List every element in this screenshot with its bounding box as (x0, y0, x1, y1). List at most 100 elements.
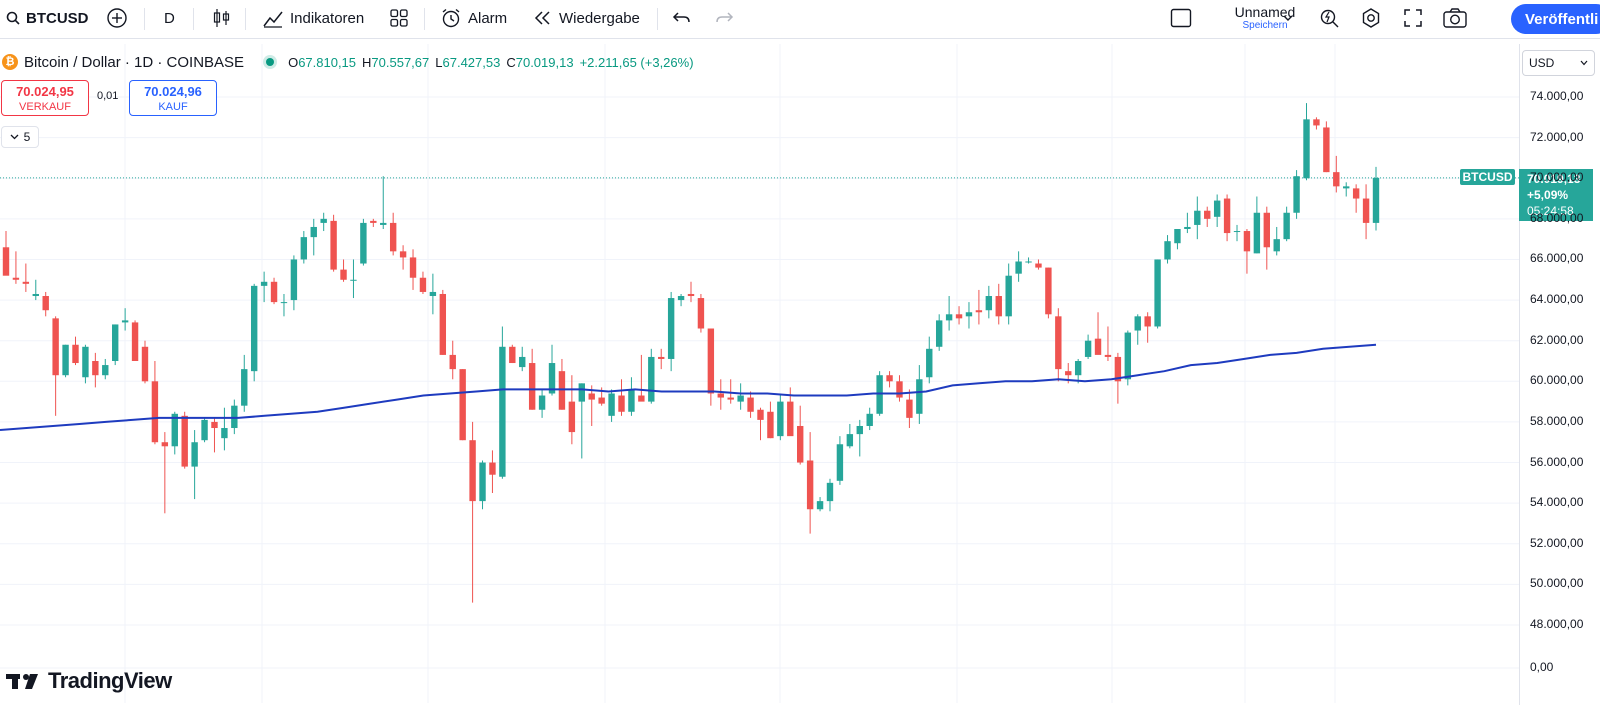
candle-body (92, 361, 99, 376)
indicators-collapse-button[interactable]: 5 (1, 126, 39, 148)
candle-body (489, 462, 496, 475)
alert-button[interactable]: Alarm (440, 0, 507, 36)
candle-body (1343, 186, 1350, 189)
candle-body (102, 365, 109, 376)
ohlc-item: H70.557,67 (362, 55, 429, 70)
spread-value: 0,01 (97, 90, 119, 102)
currency-select[interactable]: USD (1522, 50, 1595, 76)
candle-body (687, 293, 695, 297)
candle-body (270, 281, 278, 303)
sell-label: VERKAUF (19, 101, 71, 113)
buy-button[interactable]: 70.024,96 KAUF (129, 80, 217, 116)
candle-body (439, 293, 447, 355)
candle-body (62, 344, 69, 376)
candle-body (886, 375, 893, 382)
candle-body (1283, 212, 1290, 240)
price-axis-label: 70.000,00 (1530, 170, 1584, 185)
price-axis[interactable] (1519, 44, 1600, 705)
layout-toggle-button[interactable] (1170, 0, 1192, 36)
symbol-search-button[interactable]: BTCUSD (6, 0, 89, 36)
candle-body (906, 399, 913, 418)
ohlc-value: 70.557,67 (371, 54, 430, 70)
bar-countdown: 05:24:58 (1527, 204, 1574, 218)
candle-body (419, 277, 427, 292)
publish-button[interactable]: Veröffentli (1511, 4, 1600, 34)
sell-button[interactable]: 70.024,95 VERKAUF (1, 80, 89, 116)
undo-icon (672, 12, 690, 23)
price-axis-label: 56.000,00 (1530, 454, 1584, 469)
candle-body (945, 314, 953, 321)
ohlc-value: 70.019,13 (515, 54, 574, 70)
candle-body (806, 460, 814, 510)
price-axis-label: 64.000,00 (1530, 292, 1584, 307)
indicators-button[interactable]: Indikatoren (262, 0, 364, 36)
candle-body (628, 389, 635, 412)
indicators-label: Indikatoren (290, 9, 365, 27)
candle-body (22, 281, 30, 284)
ohlc-key: C (506, 54, 516, 70)
candle-body (737, 395, 744, 402)
candle-body (1273, 239, 1280, 252)
tradingview-logo-icon (6, 674, 38, 689)
ohlc-item: L67.427,53 (435, 55, 500, 70)
candle-body (548, 363, 556, 394)
candle-body (1144, 316, 1151, 327)
redo-button[interactable] (714, 0, 734, 36)
candle-body (1154, 259, 1161, 327)
candle-body (1253, 212, 1261, 254)
candle-body (866, 413, 873, 426)
toolbar-divider (424, 8, 425, 30)
price-axis-label: 54.000,00 (1530, 495, 1584, 510)
candle-body (935, 320, 943, 347)
collapsed-count: 5 (23, 130, 31, 144)
candle-body (767, 411, 774, 439)
candle-body (1005, 275, 1012, 317)
symbol-price-tag: BTCUSD (1460, 169, 1515, 185)
candle-body (985, 296, 993, 311)
interval-button[interactable]: D (164, 0, 175, 36)
ohlc-item: C70.019,13 (506, 55, 573, 70)
buy-label: KAUF (158, 101, 188, 113)
tradingview-logo[interactable]: TradingView (6, 668, 172, 694)
symbol-title[interactable]: Bitcoin / Dollar · 1D · COINBASE (24, 53, 245, 71)
price-chart[interactable] (0, 44, 1519, 703)
undo-button[interactable] (672, 0, 692, 36)
candle-body (1055, 316, 1062, 370)
candle-body (1333, 172, 1340, 187)
compare-symbol-button[interactable] (106, 0, 128, 36)
candle-body (399, 251, 407, 258)
candle-body (1323, 127, 1330, 173)
price-axis-label: 68.000,00 (1530, 210, 1584, 225)
candle-body (42, 296, 49, 311)
quick-search-button[interactable] (1318, 0, 1340, 36)
candle-body (509, 346, 516, 364)
fullscreen-icon (1404, 9, 1422, 27)
price-axis-label: 60.000,00 (1530, 373, 1584, 388)
candle-body (171, 413, 178, 447)
layout-name-button[interactable]: Unnamed Speichern (1229, 4, 1301, 32)
interval-label: D (164, 9, 175, 27)
candle-body (1223, 198, 1231, 234)
templates-button[interactable] (389, 0, 409, 36)
ohlc-values: O67.810,15 H70.557,67 L67.427,53 C70.019,13… (288, 55, 693, 70)
replay-button[interactable]: Wiedergabe (533, 0, 640, 36)
candle-body (1184, 226, 1191, 229)
chart-type-button[interactable] (212, 0, 232, 36)
candle-body (1303, 119, 1310, 179)
snapshot-button[interactable] (1442, 0, 1468, 36)
fullscreen-button[interactable] (1403, 0, 1423, 36)
candle-body (638, 395, 645, 402)
price-axis-label: 72.000,00 (1530, 129, 1584, 144)
candle-body (826, 482, 834, 502)
change-percent: +5,09% (1527, 188, 1569, 202)
price-axis-label: 52.000,00 (1530, 535, 1584, 550)
layout-menu-button[interactable] (1283, 0, 1293, 36)
candle-body (1134, 316, 1141, 331)
candle-body (260, 281, 268, 286)
bitcoin-icon: ₿ (2, 54, 18, 70)
price-axis-label: 66.000,00 (1530, 251, 1584, 266)
settings-button[interactable] (1360, 0, 1382, 36)
currency-label: USD (1529, 56, 1555, 70)
symbol-label: BTCUSD (26, 9, 89, 27)
layout-save-label: Speichern (1242, 20, 1288, 31)
